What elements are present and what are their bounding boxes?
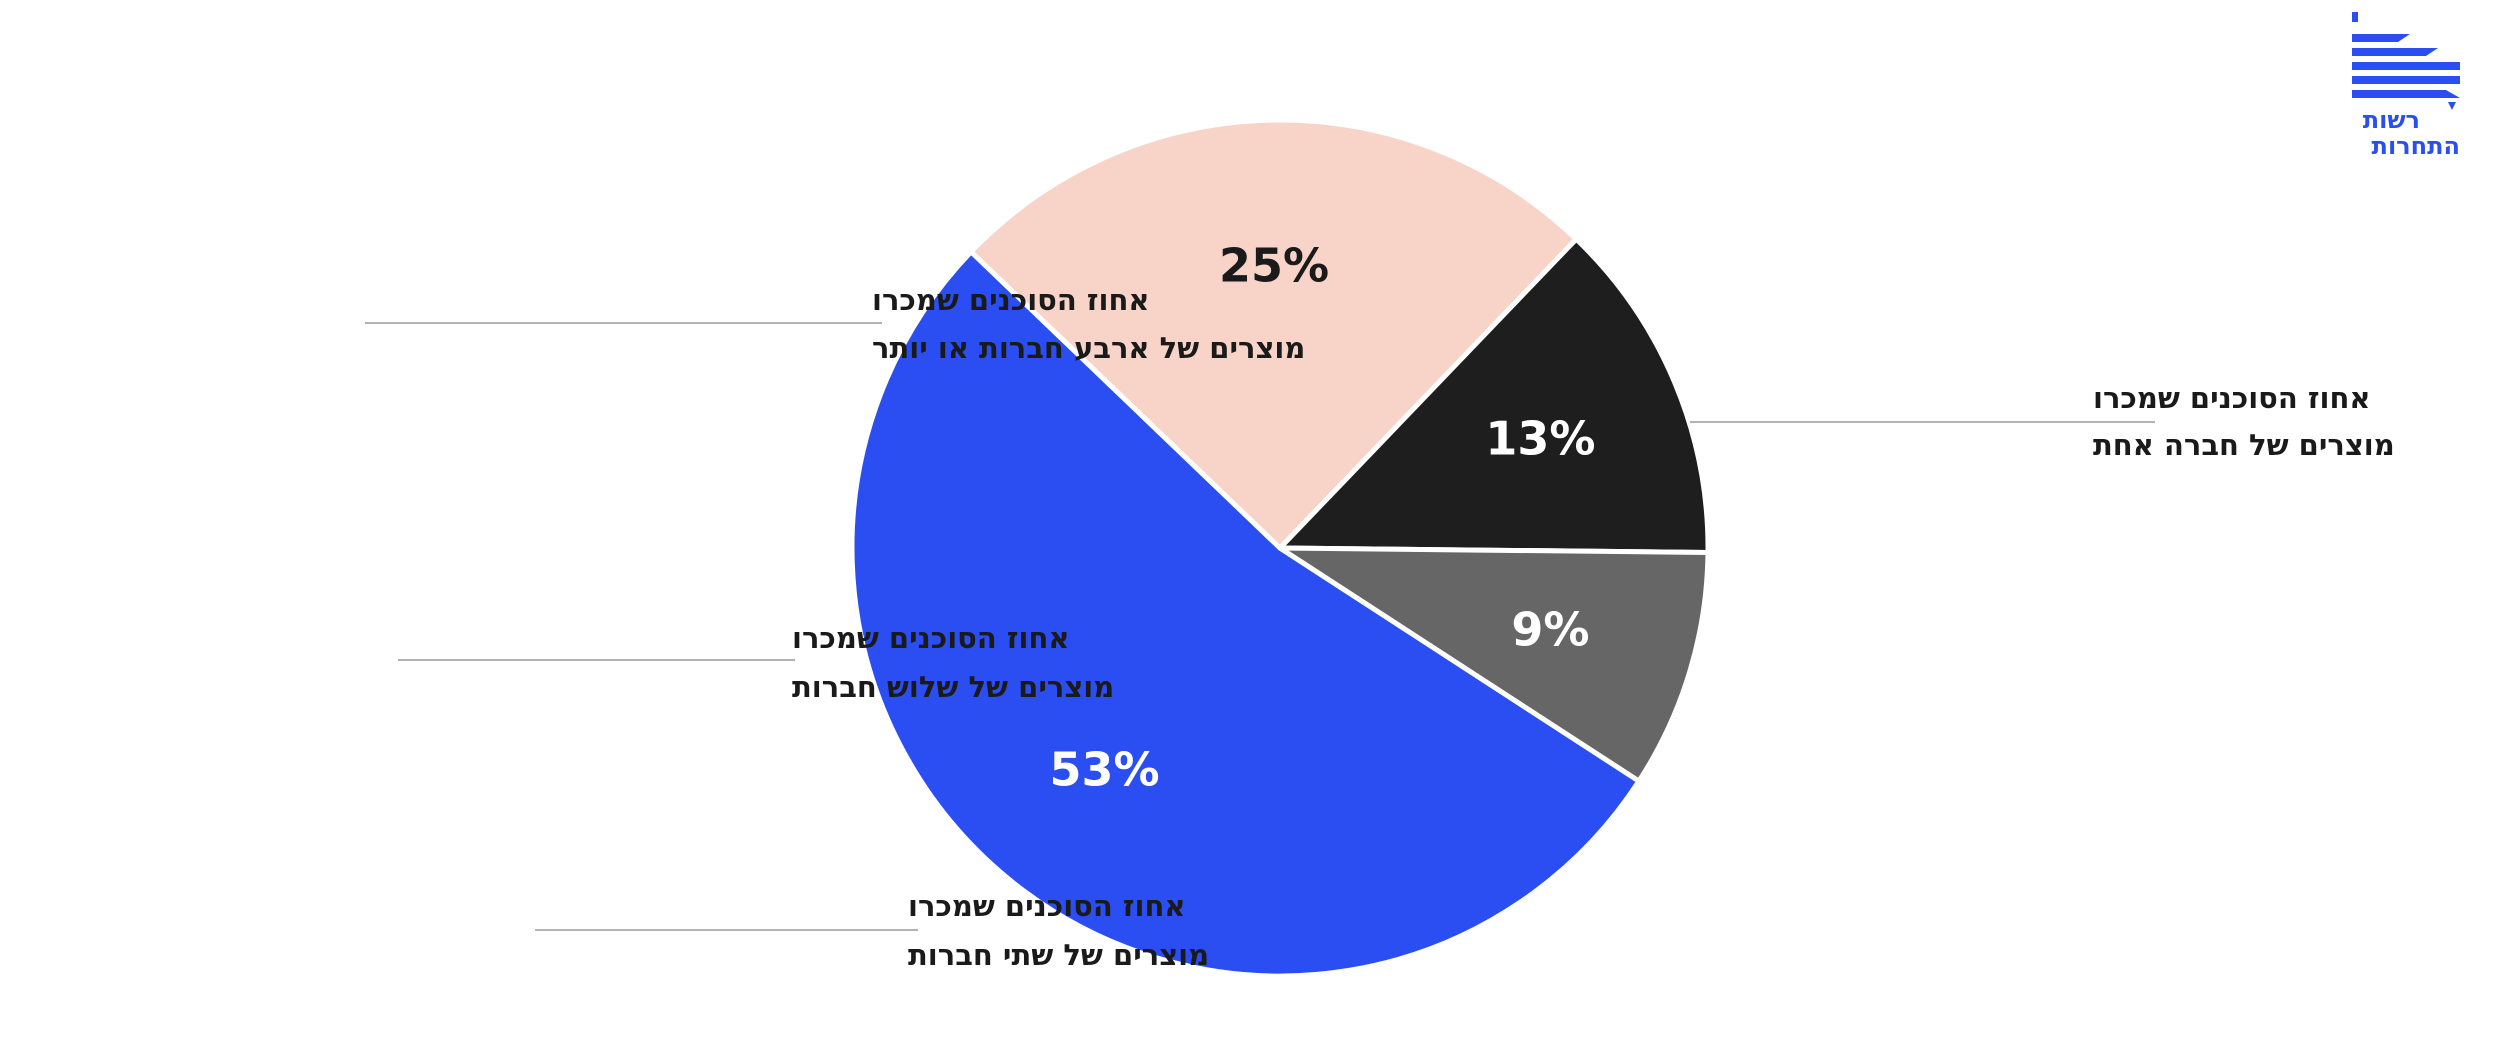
slice-category-label-3: אחוז הסוכנים שמכרו מוצרים של שלוש חברות — [398, 621, 1114, 704]
slice-percent-4: 9% — [1511, 603, 1589, 657]
logo-line-2: התחרות — [2372, 132, 2460, 158]
category-label-line1-4: אחוז הסוכנים שמכרו — [872, 283, 1150, 317]
category-label-line2-4: מוצרים של ארבע חברות או יותר — [872, 331, 1305, 365]
category-label-line1-3: אחוז הסוכנים שמכרו — [792, 621, 1070, 655]
category-label-line2-1: מוצרים של חברה אחת — [2093, 428, 2395, 462]
slice-category-label-4: אחוז הסוכנים שמכרו מוצרים של ארבע חברות א… — [365, 283, 1305, 365]
logo-line-1: רשות — [2363, 106, 2420, 134]
slice-percent-3: 13% — [1485, 412, 1595, 466]
pie-slice-1 — [849, 249, 1642, 979]
logo-stripes-icon — [2352, 12, 2460, 110]
pie-slice-4 — [1277, 545, 1711, 784]
pie-slice-3 — [1277, 236, 1711, 555]
slice-percent-labels: 53% 25% 13% 9% — [1049, 239, 1595, 797]
slice-percent-1: 53% — [1049, 742, 1159, 796]
category-label-line2-2: מוצרים של שתי חברות — [908, 938, 1209, 972]
slice-category-label-2: אחוז הסוכנים שמכרו מוצרים של שתי חברות — [535, 889, 1209, 972]
pie-slice-2 — [968, 117, 1579, 551]
slice-percent-2: 25% — [1219, 239, 1329, 293]
category-label-line2-3: מוצרים של שלוש חברות — [792, 670, 1114, 704]
category-label-line1-2: אחוז הסוכנים שמכרו — [908, 889, 1186, 923]
slice-category-label-1: אחוז הסוכנים שמכרו מוצרים של חברה אחת — [1690, 381, 2395, 462]
category-label-line1-1: אחוז הסוכנים שמכרו — [2093, 381, 2371, 415]
competition-authority-logo: רשות התחרות — [2352, 12, 2460, 158]
pie-slices — [849, 117, 1711, 979]
